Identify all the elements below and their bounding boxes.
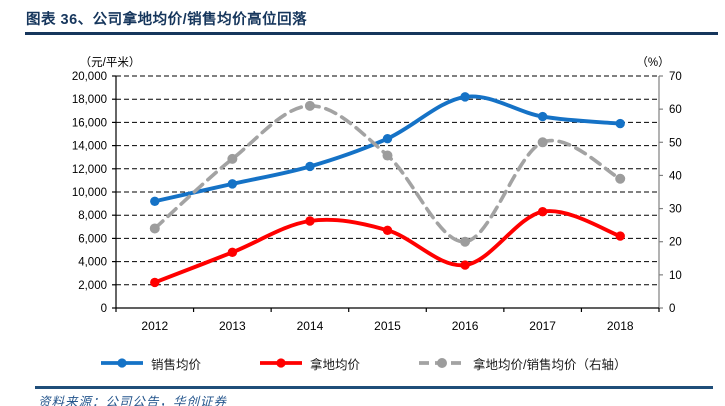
data-series [149, 92, 626, 288]
data-point-marker-1 [460, 260, 470, 270]
data-point-marker-2 [615, 173, 626, 184]
chart-legend: 销售均价 拿地均价 拿地均价/销售均价（右轴） [0, 351, 725, 375]
data-point-marker-2 [460, 236, 471, 247]
axis-tick-labels: 0 2,000 4,000 6,000 8,000 10,000 12,000 14,000 1… [72, 71, 682, 333]
data-point-marker-0 [537, 111, 548, 122]
y-left-tick-label: 20,000 [72, 71, 107, 83]
y-right-tick-label: 0 [669, 303, 675, 315]
data-point-marker-0 [305, 161, 315, 172]
data-point-marker-2 [304, 100, 315, 111]
y-left-tick-label: 10,000 [72, 187, 107, 199]
data-point-marker-1 [305, 216, 315, 226]
x-tick-label: 2013 [219, 319, 246, 333]
legend-label-land: 拿地均价 [310, 357, 361, 372]
data-point-marker-1 [615, 231, 625, 241]
y-left-tick-label: 18,000 [72, 94, 107, 106]
y-right-tick-label: 30 [669, 204, 682, 216]
y-right-tick-label: 60 [669, 104, 682, 116]
x-tick-label: 2016 [452, 319, 479, 333]
data-point-marker-0 [460, 92, 470, 102]
ratio-dashed-line-marker-icon [419, 358, 466, 368]
y-left-tick-label: 8,000 [78, 210, 107, 222]
x-tick-label: 2012 [141, 319, 168, 333]
x-tick-label: 2015 [374, 319, 401, 333]
right-axis-unit-label: （%） [636, 56, 669, 69]
legend-item-sales: 销售均价 [100, 354, 201, 373]
x-tick-label: 2017 [529, 319, 556, 333]
gridlines [116, 75, 659, 286]
legend-item-ratio: 拿地均价/销售均价（右轴） [418, 354, 627, 373]
y-left-tick-label: 6,000 [78, 233, 107, 245]
data-point-marker-2 [537, 137, 548, 148]
line-chart: （元/平米） （%） 0 2,000 4,000 6,000 8,000 10,000 12… [72, 56, 682, 333]
y-left-tick-label: 14,000 [72, 141, 107, 153]
y-right-tick-label: 40 [669, 170, 682, 182]
source-note: 资料来源：公司公告，华创证券 [38, 395, 228, 406]
y-right-tick-label: 70 [669, 71, 682, 83]
data-point-marker-1 [382, 225, 393, 235]
figure-title: 图表 36、公司拿地均价/销售均价高位回落 [26, 12, 308, 28]
data-point-marker-2 [227, 153, 238, 164]
data-point-marker-2 [149, 223, 160, 234]
title-divider [25, 32, 718, 35]
y-right-tick-label: 10 [669, 270, 682, 282]
y-left-tick-label: 2,000 [78, 280, 107, 292]
land-line-marker-icon [260, 358, 303, 368]
left-axis-unit-label: （元/平米） [80, 56, 141, 69]
y-left-tick-label: 0 [101, 303, 107, 315]
data-point-marker-0 [227, 179, 238, 189]
x-tick-label: 2014 [297, 319, 324, 333]
legend-item-land: 拿地均价 [259, 354, 360, 373]
y-right-tick-label: 20 [669, 237, 682, 249]
data-point-marker-1 [150, 277, 160, 288]
data-point-marker-0 [382, 133, 393, 144]
y-right-tick-label: 50 [669, 137, 682, 149]
data-point-marker-1 [227, 247, 238, 258]
y-left-tick-label: 16,000 [72, 117, 107, 129]
x-tick-label: 2018 [607, 319, 634, 333]
series-line-0 [152, 94, 623, 204]
axes [112, 75, 663, 312]
data-point-marker-0 [150, 196, 160, 206]
data-point-marker-2 [382, 150, 393, 161]
sales-line-marker-icon [101, 358, 143, 368]
y-left-tick-label: 12,000 [72, 164, 107, 176]
series-line-1 [152, 209, 623, 285]
series-line-2 [152, 103, 622, 244]
y-left-tick-label: 4,000 [78, 257, 107, 269]
data-point-marker-0 [615, 118, 625, 129]
data-point-marker-1 [537, 207, 548, 217]
footer-divider [35, 386, 713, 389]
legend-label-sales: 销售均价 [151, 357, 202, 372]
legend-label-ratio: 拿地均价/销售均价（右轴） [473, 357, 627, 372]
